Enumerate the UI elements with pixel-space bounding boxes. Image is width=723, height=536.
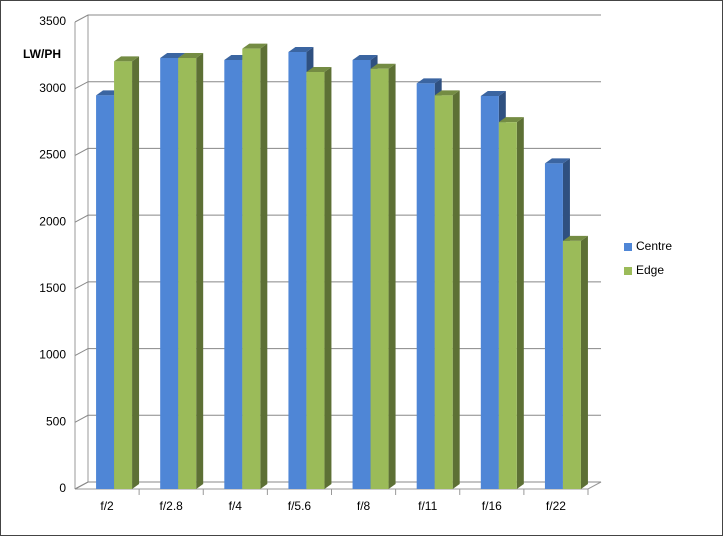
- y-tick-label: 500: [46, 414, 66, 428]
- legend-label: Centre: [636, 239, 672, 253]
- bar-side: [260, 43, 268, 489]
- bar-top: [352, 55, 378, 61]
- bar: [498, 117, 524, 490]
- bar-front: [352, 60, 371, 490]
- bar-front: [242, 48, 261, 489]
- legend-label: Edge: [636, 263, 664, 277]
- bar-front: [114, 61, 133, 490]
- bar: [370, 63, 396, 489]
- bar-side: [324, 67, 332, 490]
- bar-top: [562, 235, 588, 241]
- bar-front: [562, 240, 581, 489]
- bar-front: [434, 95, 453, 489]
- bar-side: [132, 56, 140, 490]
- bar: [562, 235, 588, 489]
- bar-top: [288, 47, 314, 53]
- x-tick-label: f/4: [229, 499, 243, 513]
- bar-top: [416, 78, 442, 84]
- x-tick-label: f/11: [418, 499, 437, 513]
- y-axis-label: LW/PH: [23, 47, 61, 61]
- bar-top: [242, 43, 268, 49]
- bar: [306, 67, 332, 490]
- bar: [434, 90, 460, 489]
- bar: [178, 53, 204, 489]
- bar: [114, 56, 140, 490]
- x-tick-label: f/5.6: [288, 499, 312, 513]
- x-tick-label: f/2.8: [160, 499, 184, 513]
- y-tick-label: 2500: [39, 148, 66, 162]
- legend-swatch: [624, 267, 632, 275]
- bar-side: [388, 63, 396, 489]
- bar-top: [498, 117, 524, 123]
- bar-top: [160, 53, 186, 59]
- bar-front: [288, 52, 307, 490]
- bar-top: [370, 63, 396, 69]
- x-tick-label: f/16: [482, 499, 502, 513]
- x-tick-label: f/8: [357, 499, 371, 513]
- y-tick-label: 0: [59, 481, 66, 495]
- bar-front: [178, 58, 197, 489]
- x-tick-label: f/22: [546, 499, 566, 513]
- y-tick-label: 2000: [39, 214, 66, 228]
- y-tick-label: 3500: [39, 14, 66, 28]
- bar-front: [498, 122, 517, 490]
- bar-front: [370, 68, 389, 489]
- bar-top: [306, 67, 332, 73]
- bar-front: [480, 96, 499, 489]
- bar-front: [160, 58, 179, 489]
- bar-top: [114, 56, 140, 62]
- y-tick-label: 3000: [39, 81, 66, 95]
- bar-front: [96, 95, 115, 489]
- bar-front: [416, 83, 435, 490]
- y-tick-label: 1000: [39, 348, 66, 362]
- bar-top: [434, 90, 460, 96]
- bar-front: [306, 72, 325, 490]
- bar-side: [196, 53, 204, 489]
- x-tick-label: f/2: [100, 499, 114, 513]
- bar-side: [452, 90, 460, 489]
- y-tick-label: 1500: [39, 281, 66, 295]
- bar-side: [516, 117, 524, 490]
- bar-top: [480, 91, 506, 97]
- bar: [242, 43, 268, 489]
- legend-swatch: [624, 243, 632, 251]
- bar-front: [544, 163, 563, 490]
- grid-line: [74, 14, 601, 23]
- bar-top: [544, 158, 570, 164]
- bar-front: [224, 60, 243, 490]
- bar-top: [178, 53, 204, 59]
- bar-side: [580, 235, 588, 489]
